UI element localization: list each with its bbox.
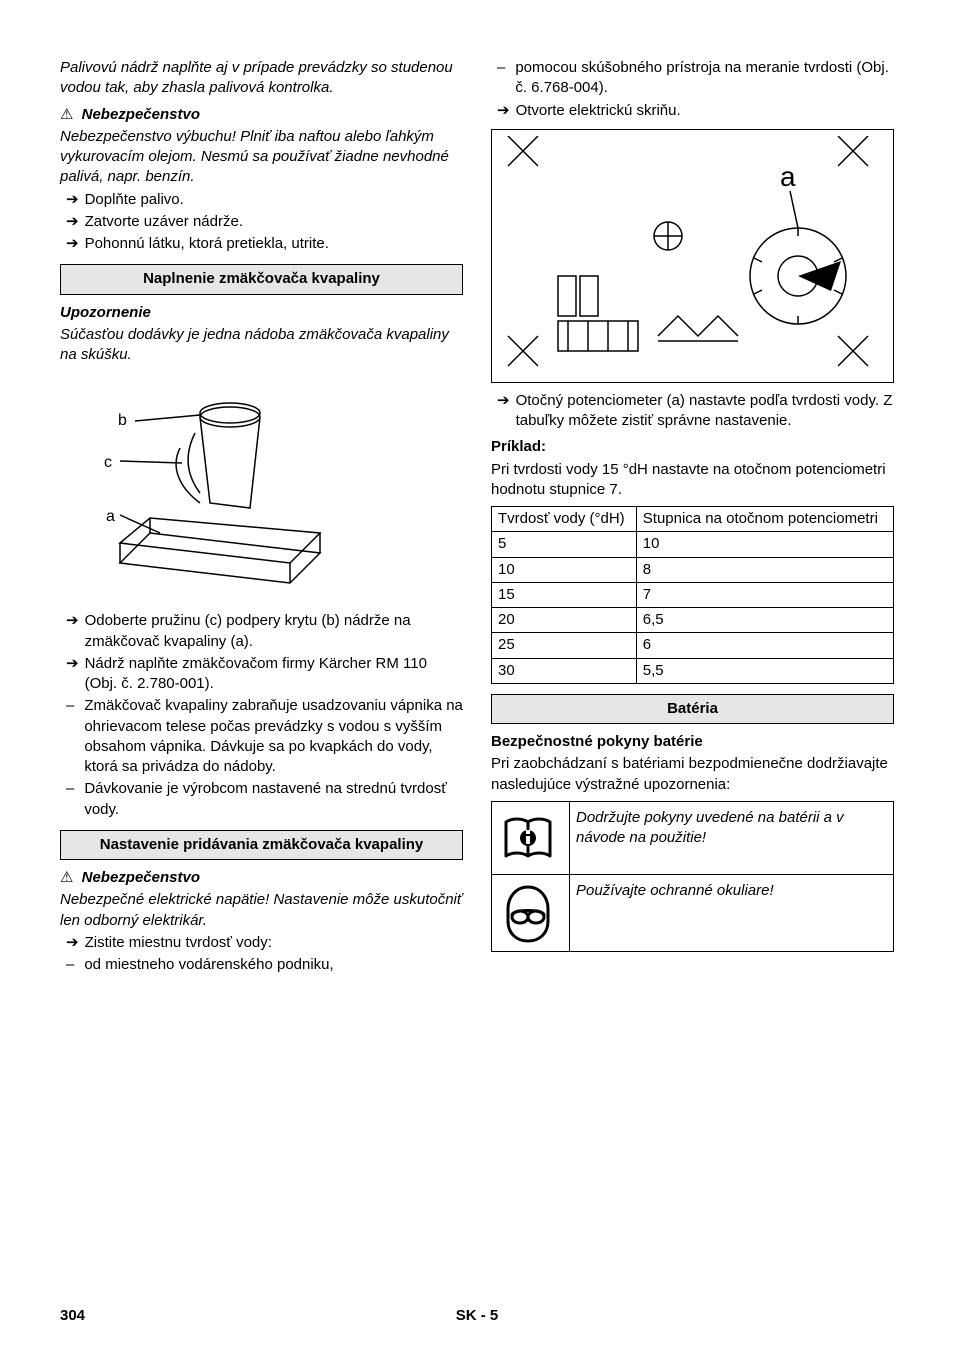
step-text: Zatvorte uzáver nádrže. xyxy=(85,212,243,232)
arrow-icon: ➔ xyxy=(497,101,510,121)
danger-heading-2: ⚠ Nebezpečenstvo xyxy=(60,868,463,888)
danger-label: Nebezpečenstvo xyxy=(82,869,200,886)
manual-icon xyxy=(498,808,558,868)
warning-icon: ⚠ xyxy=(60,106,73,123)
step-text: Zistite miestnu tvrdosť vody: xyxy=(85,933,272,953)
table-cell: 10 xyxy=(636,532,893,557)
arrow-icon: ➔ xyxy=(66,234,79,254)
table-row: 157 xyxy=(492,582,894,607)
footer-sep: - xyxy=(481,1307,490,1324)
dash-icon: – xyxy=(66,955,74,975)
dash-icon: – xyxy=(497,58,505,99)
goggles-icon xyxy=(498,881,558,945)
arrow-icon: ➔ xyxy=(66,933,79,953)
bullet-item: – Dávkovanie je výrobcom nastavené na st… xyxy=(60,779,463,820)
symbol-text: Používajte ochranné okuliare! xyxy=(570,874,894,951)
step-item: ➔ Pohonnú látku, ktorá pretiekla, utrite… xyxy=(60,234,463,254)
table-cell: 6 xyxy=(636,633,893,658)
page-footer: 304 SK - 5 000 xyxy=(60,1306,894,1326)
bullet-text: od miestneho vodárenského podniku, xyxy=(84,955,333,975)
section-heading-fill-softener: Naplnenie zmäkčovača kvapaliny xyxy=(60,264,463,294)
symbol-cell xyxy=(492,801,570,874)
table-row: 206,5 xyxy=(492,608,894,633)
table-row: 510 xyxy=(492,532,894,557)
table-cell: 10 xyxy=(492,557,637,582)
table-cell: 7 xyxy=(636,582,893,607)
bullet-text: Zmäkčovač kvapaliny zabraňuje usadzovani… xyxy=(84,696,463,777)
example-label: Príklad: xyxy=(491,437,894,457)
step-item: ➔ Zatvorte uzáver nádrže. xyxy=(60,212,463,232)
step-text: Pohonnú látku, ktorá pretiekla, utrite. xyxy=(85,234,329,254)
dash-icon: – xyxy=(66,779,74,820)
table-cell: 5 xyxy=(492,532,637,557)
fig-label-c: c xyxy=(104,454,112,471)
page-number: 304 xyxy=(60,1306,85,1326)
danger-heading-1: ⚠ Nebezpečenstvo xyxy=(60,105,463,125)
symbol-text: Dodržujte pokyny uvedené na batérii a v … xyxy=(570,801,894,874)
dash-icon: – xyxy=(66,696,74,777)
bullet-item: – pomocou skúšobného prístroja na merani… xyxy=(491,58,894,99)
safety-text: Pri zaobchádzaní s batériami bezpodmiene… xyxy=(491,754,894,795)
step-item: ➔ Zistite miestnu tvrdosť vody: xyxy=(60,933,463,953)
hardness-table: Tvrdosť vody (°dH) Stupnica na otočnom p… xyxy=(491,506,894,684)
section-heading-adjust-softener: Nastavenie pridávania zmäkčovača kvapali… xyxy=(60,830,463,860)
bullet-text: pomocou skúšobného prístroja na meranie … xyxy=(515,58,894,99)
arrow-icon: ➔ xyxy=(497,391,510,432)
step-text: Odoberte pružinu (c) podpery krytu (b) n… xyxy=(85,611,463,652)
fig-label-a: a xyxy=(780,161,796,192)
table-cell: 20 xyxy=(492,608,637,633)
table-cell: 8 xyxy=(636,557,893,582)
arrow-icon: ➔ xyxy=(66,212,79,232)
footer-center: SK - 5 xyxy=(85,1306,869,1326)
table-cell: 25 xyxy=(492,633,637,658)
step-item: ➔ Nádrž naplňte zmäkčovačom firmy Kärche… xyxy=(60,654,463,695)
right-column: – pomocou skúšobného prístroja na merani… xyxy=(491,56,894,977)
footer-seq: 5 xyxy=(490,1307,498,1324)
step-text: Otvorte elektrickú skriňu. xyxy=(516,101,681,121)
step-item: ➔ Odoberte pružinu (c) podpery krytu (b)… xyxy=(60,611,463,652)
table-row: 305,5 xyxy=(492,658,894,683)
table-row: 256 xyxy=(492,633,894,658)
danger-text-1: Nebezpečenstvo výbuchu! Plniť iba naftou… xyxy=(60,127,463,188)
arrow-icon: ➔ xyxy=(66,190,79,210)
arrow-icon: ➔ xyxy=(66,654,79,695)
table-row: Používajte ochranné okuliare! xyxy=(492,874,894,951)
table-row: Dodržujte pokyny uvedené na batérii a v … xyxy=(492,801,894,874)
fig-label-a: a xyxy=(106,508,115,525)
figure-electrical-box: a xyxy=(491,129,894,383)
step-item: ➔ Doplňte palivo. xyxy=(60,190,463,210)
footer-lang: SK xyxy=(456,1307,477,1324)
table-cell: 6,5 xyxy=(636,608,893,633)
symbol-cell xyxy=(492,874,570,951)
arrow-icon: ➔ xyxy=(66,611,79,652)
table-cell: 5,5 xyxy=(636,658,893,683)
table-header: Stupnica na otočnom potenciometri xyxy=(636,507,893,532)
section-heading-battery: Batéria xyxy=(491,694,894,724)
table-header: Tvrdosť vody (°dH) xyxy=(492,507,637,532)
table-cell: 30 xyxy=(492,658,637,683)
bullet-item: – od miestneho vodárenského podniku, xyxy=(60,955,463,975)
step-text: Doplňte palivo. xyxy=(85,190,184,210)
table-row: Tvrdosť vody (°dH) Stupnica na otočnom p… xyxy=(492,507,894,532)
bullet-item: – Zmäkčovač kvapaliny zabraňuje usadzova… xyxy=(60,696,463,777)
example-text: Pri tvrdosti vody 15 °dH nastavte na oto… xyxy=(491,460,894,501)
step-text: Otočný potenciometer (a) nastavte podľa … xyxy=(516,391,894,432)
note-label: Upozornenie xyxy=(60,303,463,323)
step-text: Nádrž naplňte zmäkčovačom firmy Kärcher … xyxy=(85,654,463,695)
danger-text-2: Nebezpečné elektrické napätie! Nastaveni… xyxy=(60,890,463,931)
left-column: Palivovú nádrž naplňte aj v prípade prev… xyxy=(60,56,463,977)
note-text: Súčasťou dodávky je jedna nádoba zmäkčov… xyxy=(60,325,463,366)
fig-label-b: b xyxy=(118,412,127,429)
safety-heading: Bezpečnostné pokyny batérie xyxy=(491,732,894,752)
table-cell: 15 xyxy=(492,582,637,607)
warning-icon: ⚠ xyxy=(60,869,73,886)
table-row: 108 xyxy=(492,557,894,582)
bullet-text: Dávkovanie je výrobcom nastavené na stre… xyxy=(84,779,463,820)
danger-label: Nebezpečenstvo xyxy=(82,106,200,123)
symbols-table: Dodržujte pokyny uvedené na batérii a v … xyxy=(491,801,894,952)
step-item: ➔ Otvorte elektrickú skriňu. xyxy=(491,101,894,121)
intro-text: Palivovú nádrž naplňte aj v prípade prev… xyxy=(60,58,463,99)
step-item: ➔ Otočný potenciometer (a) nastavte podľ… xyxy=(491,391,894,432)
figure-softener-tank: b c a xyxy=(60,373,463,603)
